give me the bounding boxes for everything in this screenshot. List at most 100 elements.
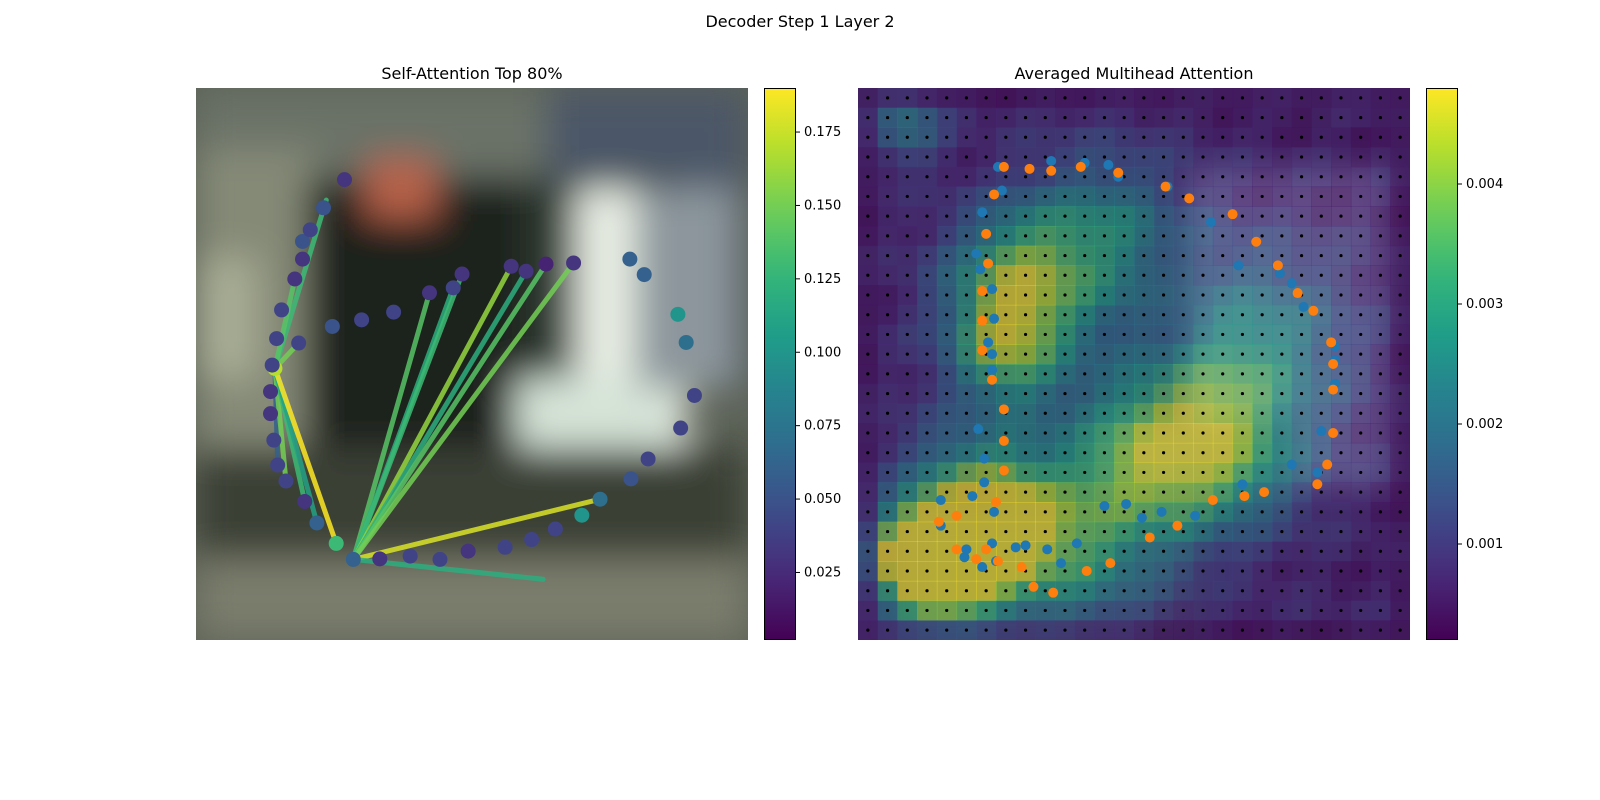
attention-point — [518, 263, 534, 279]
blue-point — [1233, 260, 1244, 271]
left-colorbar-tick-label: 0.025 — [804, 565, 841, 580]
orange-point — [1048, 587, 1059, 598]
attention-point — [670, 306, 686, 322]
attention-link — [350, 261, 549, 562]
attention-link — [350, 290, 432, 562]
blue-point — [973, 424, 984, 435]
blue-point — [989, 506, 1000, 517]
orange-point — [1172, 520, 1183, 531]
left-colorbar-tick-label: 0.125 — [804, 272, 841, 287]
attention-point — [686, 387, 702, 403]
left-colorbar-tick-label: 0.075 — [804, 419, 841, 434]
left-colorbar-tick-label: 0.050 — [804, 492, 841, 507]
attention-point — [328, 535, 344, 551]
orange-point — [1046, 165, 1057, 176]
orange-point — [1160, 181, 1171, 192]
blue-point — [1237, 479, 1248, 490]
attention-point — [432, 551, 448, 567]
attention-point — [278, 473, 294, 489]
attention-point — [538, 256, 554, 272]
blue-point — [979, 453, 990, 464]
orange-point — [998, 404, 1009, 415]
left-colorbar-tick-label: 0.175 — [804, 125, 841, 140]
blue-point — [1156, 506, 1167, 517]
blue-point — [979, 477, 990, 488]
left-panel-title: Self-Attention Top 80% — [381, 64, 563, 83]
attention-point — [445, 280, 461, 296]
blue-point — [1312, 467, 1323, 478]
blue-point — [1190, 510, 1201, 521]
blue-point — [959, 552, 970, 563]
attention-point — [270, 457, 286, 473]
orange-point — [1328, 359, 1339, 369]
blue-point — [1286, 278, 1297, 289]
orange-point — [951, 544, 962, 555]
attention-point — [402, 548, 418, 564]
attention-point — [295, 233, 311, 249]
attention-link — [272, 276, 298, 371]
right-colorbar-tick-label: 0.001 — [1466, 537, 1503, 552]
left-colorbar: 0.025 0.050 0.075 0.100 0.125 0.150 0.175 — [764, 88, 841, 640]
background-image — [196, 88, 748, 640]
attention-point — [386, 304, 402, 320]
attention-point — [263, 384, 279, 400]
attention-point — [524, 532, 540, 548]
attention-point — [291, 335, 307, 351]
attention-point — [336, 172, 352, 188]
attention-point — [547, 521, 563, 537]
blue-point — [1316, 426, 1327, 437]
orange-point — [933, 516, 944, 527]
attention-point — [287, 271, 303, 287]
blue-point — [977, 207, 988, 218]
orange-point — [1322, 459, 1333, 470]
orange-point — [992, 556, 1003, 567]
orange-point — [989, 189, 1000, 200]
orange-point — [1312, 479, 1323, 490]
orange-point — [998, 161, 1009, 172]
blue-point — [989, 313, 1000, 324]
left-colorbar-gradient — [764, 88, 796, 640]
self-attention-plot — [196, 88, 748, 640]
attention-point — [345, 551, 361, 567]
orange-point — [1292, 288, 1303, 299]
multihead-attention-heatmap — [858, 88, 1410, 640]
right-colorbar-tick-label: 0.003 — [1466, 297, 1503, 312]
attention-point — [421, 285, 437, 301]
attention-link — [350, 271, 465, 562]
attention-point — [309, 515, 325, 531]
right-colorbar-tick-label: 0.004 — [1466, 177, 1503, 192]
orange-point — [1184, 193, 1195, 204]
orange-point — [998, 435, 1009, 446]
right-colorbar-tick-label: 0.002 — [1466, 417, 1503, 432]
blue-point — [1121, 498, 1132, 509]
attention-point — [266, 432, 282, 448]
blue-point — [1205, 217, 1216, 228]
attention-point — [295, 251, 311, 267]
left-colorbar-tick-label: 0.100 — [804, 345, 841, 360]
orange-point — [1113, 167, 1124, 178]
orange-point — [1272, 260, 1283, 271]
attention-point — [592, 491, 608, 507]
orange-point — [971, 554, 982, 565]
orange-point — [991, 497, 1001, 507]
blue-point — [1298, 301, 1309, 312]
blue-point — [1274, 268, 1285, 279]
attention-point — [263, 406, 279, 422]
blue-point — [987, 284, 998, 295]
attention-point — [324, 318, 340, 334]
blue-point — [935, 495, 946, 506]
blue-point — [1071, 538, 1082, 549]
attention-point — [503, 258, 519, 274]
orange-point — [983, 258, 994, 269]
orange-point — [998, 465, 1009, 476]
attention-point — [623, 471, 639, 487]
blue-point — [961, 544, 972, 555]
right-colorbar-gradient — [1426, 88, 1458, 640]
blue-point — [1136, 512, 1147, 523]
attention-point — [636, 267, 652, 283]
orange-point — [1105, 558, 1116, 569]
orange-point — [977, 286, 988, 297]
orange-point — [1144, 532, 1155, 543]
attention-point — [264, 357, 280, 373]
blue-point — [975, 264, 986, 275]
